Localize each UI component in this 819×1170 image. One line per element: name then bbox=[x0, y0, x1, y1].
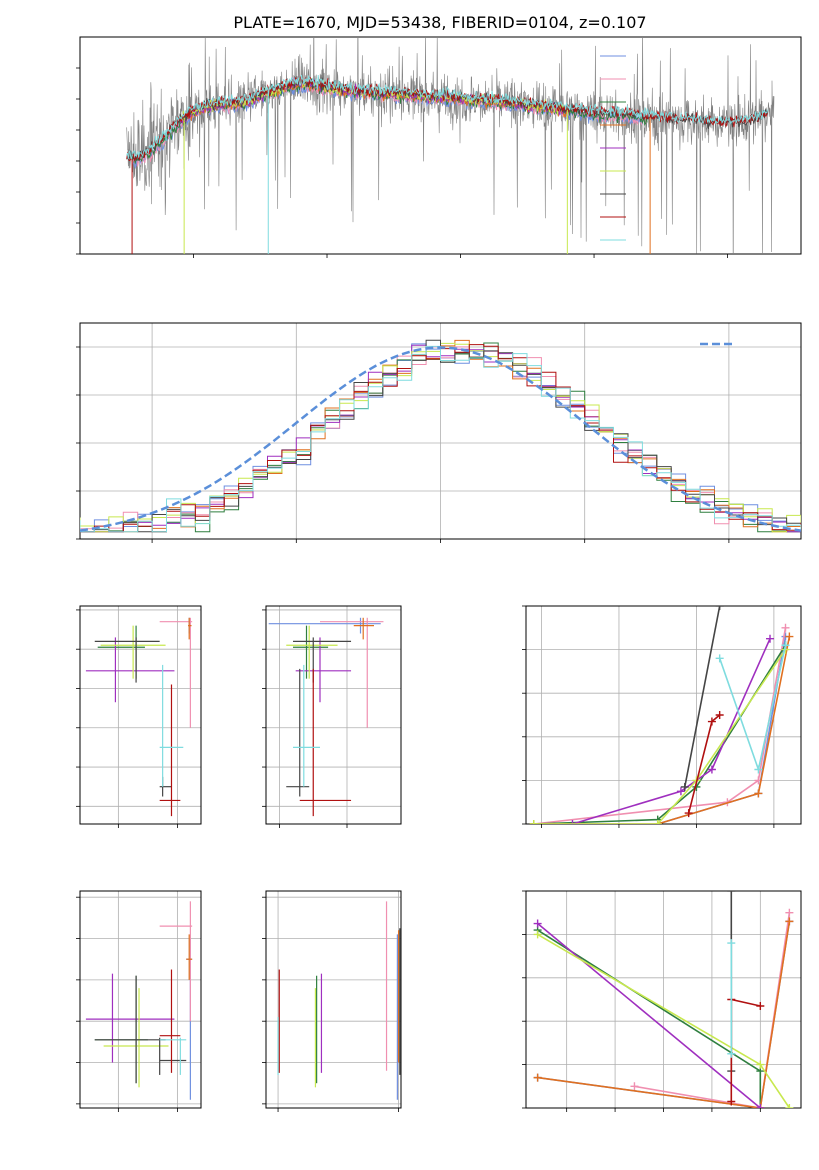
mass-vs-Z-grid bbox=[80, 891, 201, 1108]
weight-line-chabrier-miles bbox=[533, 636, 787, 824]
weight-line-salpeter-elodie bbox=[572, 638, 771, 824]
weight-vs-age-frame bbox=[525, 605, 802, 825]
weight-marker bbox=[754, 789, 763, 798]
weight-line-salpeter-elodie bbox=[537, 922, 761, 1108]
mass-vs-Z-plot bbox=[85, 901, 193, 1100]
weight-marker bbox=[533, 1073, 542, 1082]
weight-marker bbox=[715, 606, 724, 610]
mass-vs-Z-frame bbox=[79, 890, 202, 1109]
spectrum-legend bbox=[600, 55, 626, 241]
weight-marker bbox=[766, 634, 775, 643]
mass-vs-EBV-grid bbox=[266, 891, 401, 1108]
age-vs-mass-plot bbox=[268, 617, 384, 817]
weight-vs-age-plot bbox=[529, 606, 794, 824]
model-line-salpeter-stelib bbox=[126, 75, 768, 162]
normal-curve-line bbox=[80, 346, 801, 532]
weight-line-salpeter-miles bbox=[634, 912, 791, 1108]
mass-vs-EBV-plot bbox=[277, 901, 401, 1100]
histogram-plot bbox=[80, 339, 801, 533]
weight-marker bbox=[533, 919, 542, 928]
weight-marker bbox=[707, 765, 716, 774]
mass-vs-EBV-frame bbox=[265, 890, 402, 1109]
weight-line-chabrier-stelib bbox=[684, 606, 721, 788]
figure-title: PLATE=1670, MJD=53438, FIBERID=0104, z=0… bbox=[233, 13, 646, 32]
weight-marker bbox=[715, 711, 724, 719]
weight-vs-Z-plot bbox=[533, 891, 794, 1108]
weight-marker bbox=[785, 1104, 794, 1108]
spectrum-plot bbox=[126, 37, 775, 254]
weight-marker bbox=[756, 1002, 765, 1011]
weight-marker bbox=[568, 820, 577, 824]
model-line-kroupa-stelib bbox=[126, 74, 769, 160]
weight-marker bbox=[785, 917, 794, 926]
weight-marker bbox=[676, 787, 685, 796]
weight-marker bbox=[785, 908, 794, 917]
age-vs-mass-frame bbox=[265, 605, 402, 825]
weight-line-chabrier-elodie bbox=[537, 921, 791, 1108]
weight-marker bbox=[684, 809, 693, 818]
weight-marker bbox=[756, 1060, 765, 1069]
weight-marker bbox=[533, 930, 542, 939]
weight-line-kroupa-elodie bbox=[533, 649, 787, 824]
weight-line-salpeter-miles bbox=[533, 627, 787, 824]
weight-marker bbox=[630, 1082, 639, 1091]
weight-marker bbox=[653, 820, 662, 824]
age-vs-mass-grid bbox=[266, 606, 401, 824]
weight-marker bbox=[680, 782, 689, 791]
weight-marker bbox=[715, 654, 724, 663]
weight-line-chabrier-elodie bbox=[533, 636, 791, 824]
weight-marker bbox=[707, 717, 716, 726]
age-vs-Z-grid bbox=[80, 606, 201, 824]
age-vs-Z-plot bbox=[85, 617, 193, 817]
weight-marker bbox=[727, 1097, 736, 1106]
weight-marker bbox=[529, 820, 538, 824]
weight-marker bbox=[727, 1049, 736, 1058]
weight-marker bbox=[781, 623, 790, 632]
weight-marker bbox=[727, 939, 736, 948]
histogram-step-kroupa-stelib bbox=[80, 345, 801, 533]
weight-marker bbox=[781, 641, 790, 650]
weight-vs-age-grid bbox=[526, 605, 801, 825]
spectrum-frame bbox=[79, 36, 802, 255]
weight-marker bbox=[756, 1104, 765, 1108]
age-vs-Z-frame bbox=[79, 605, 202, 825]
weight-marker bbox=[754, 765, 763, 774]
observed-spectrum-line bbox=[126, 37, 775, 254]
weight-marker bbox=[785, 632, 794, 641]
weight-marker bbox=[727, 891, 736, 895]
